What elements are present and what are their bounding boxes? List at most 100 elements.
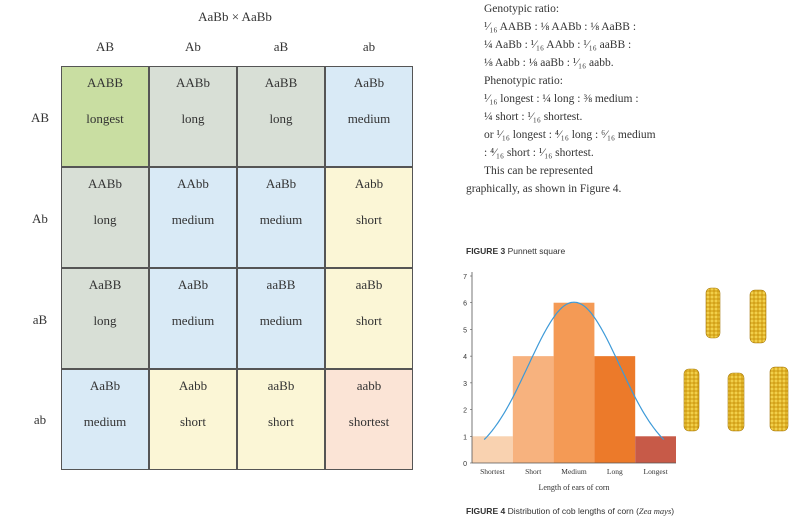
row-header-4: ab <box>33 412 47 427</box>
row-header-1: AB <box>30 110 50 125</box>
x-axis-title: Length of ears of corn <box>538 483 609 492</box>
bar-longest <box>635 436 676 463</box>
cell-phenotype: long <box>269 111 293 126</box>
x-tick-label: Shortest <box>480 467 506 476</box>
figure-3-caption: FIGURE 3 Punnett square <box>466 246 565 256</box>
bar-shortest <box>472 436 513 463</box>
y-tick-label: 0 <box>463 461 467 468</box>
cell-phenotype: medium <box>171 212 215 227</box>
phenotypic-line-4: : ⁴⁄₁₆ short : ¹⁄₁₆ shortest. <box>484 147 594 159</box>
cell-phenotype: long <box>181 111 205 126</box>
cross-title: AaBb × AaBb <box>198 9 272 24</box>
y-tick-label: 5 <box>463 327 467 334</box>
x-tick-label: Longest <box>644 467 669 476</box>
corn-cob-icon <box>749 289 767 344</box>
cell-phenotype: medium <box>259 212 303 227</box>
punnett-cell: aaBb short <box>237 369 325 470</box>
punnett-cell: AaBB long <box>237 66 325 167</box>
y-tick-label: 4 <box>463 354 467 361</box>
cell-phenotype: longest <box>86 111 124 126</box>
figure-3-label: FIGURE 3 <box>466 246 506 256</box>
cell-phenotype: short <box>356 212 382 227</box>
distribution-curve <box>483 301 665 441</box>
y-tick-label: 2 <box>463 408 467 415</box>
figure-4-label: FIGURE 4 <box>466 506 506 516</box>
represent-line-2: graphically, as shown in Figure 4. <box>466 183 622 195</box>
y-tick-label: 7 <box>463 274 467 281</box>
cell-genotype: AAbb <box>177 176 209 191</box>
punnett-cell: AABB longest <box>61 66 149 167</box>
cell-genotype: AaBb <box>265 176 297 191</box>
y-tick-label: 6 <box>463 301 467 308</box>
punnett-cell: AAbb medium <box>149 167 237 268</box>
figure-4-text-suffix: ) <box>671 506 675 516</box>
cell-genotype: aabb <box>356 378 382 393</box>
col-header-1: AB <box>95 39 115 54</box>
punnett-cell: Aabb short <box>149 369 237 470</box>
cell-phenotype: medium <box>347 111 391 126</box>
corn-cob-icon <box>727 372 745 432</box>
col-header-3: aB <box>273 39 289 54</box>
row-header-2: Ab <box>32 211 48 226</box>
x-tick-label: Medium <box>561 467 587 476</box>
col-header-4: ab <box>362 39 376 54</box>
cell-phenotype: medium <box>171 313 215 328</box>
genotypic-heading: Genotypic ratio: <box>484 3 560 15</box>
represent-line-1: This can be represented <box>484 165 593 177</box>
cell-genotype: aaBB <box>266 277 296 292</box>
corn-cob-icon <box>683 368 700 432</box>
punnett-square: AABB longest AABb long AaBB long AaBb medium AAB… <box>61 66 413 470</box>
bar-short <box>512 356 554 463</box>
cell-genotype: AABb <box>88 176 122 191</box>
punnett-cell: AaBB long <box>61 268 149 369</box>
punnett-cell: AaBb medium <box>325 66 413 167</box>
cell-phenotype: medium <box>259 313 303 328</box>
cell-genotype: aaBb <box>267 378 295 393</box>
cell-phenotype: medium <box>83 414 127 429</box>
cell-genotype: aaBb <box>355 277 383 292</box>
cell-genotype: AaBB <box>264 75 298 90</box>
punnett-cell: aaBB medium <box>237 268 325 369</box>
col-header-2: Ab <box>185 39 201 54</box>
cell-genotype: Aabb <box>178 378 208 393</box>
figure-4-caption: FIGURE 4 Distribution of cob lengths of … <box>466 506 674 516</box>
punnett-cell: AaBb medium <box>237 167 325 268</box>
cell-phenotype: shortest <box>348 414 390 429</box>
cell-genotype: AaBB <box>88 277 122 292</box>
genotypic-line-2: ¼ AaBb : ¹⁄₁₆ AAbb : ¹⁄₁₆ aaBB : <box>484 39 632 51</box>
cell-genotype: AABb <box>176 75 210 90</box>
cell-genotype: AaBb <box>89 378 121 393</box>
figure-4-species: Zea mays <box>638 506 672 516</box>
corn-cob-icon <box>769 366 789 432</box>
punnett-cell: aaBb short <box>325 268 413 369</box>
corn-cob-icon <box>705 287 721 339</box>
punnett-cell: AABb long <box>149 66 237 167</box>
punnett-cell: AaBb medium <box>149 268 237 369</box>
y-tick-label: 1 <box>463 434 467 441</box>
punnett-cell: Aabb short <box>325 167 413 268</box>
punnett-cell: aabb shortest <box>325 369 413 470</box>
corn-cobs-illustration <box>683 287 789 432</box>
cell-phenotype: short <box>356 313 382 328</box>
punnett-cell: AaBb medium <box>61 369 149 470</box>
cell-phenotype: short <box>268 414 294 429</box>
cell-genotype: AaBb <box>353 75 385 90</box>
x-tick-label: Short <box>525 467 542 476</box>
phenotypic-line-1: ¹⁄₁₆ longest : ¼ long : ⅜ medium : <box>484 93 639 105</box>
cell-phenotype: short <box>180 414 206 429</box>
y-tick-label: 3 <box>463 381 467 388</box>
phenotypic-line-3: or ¹⁄₁₆ longest : ⁴⁄₁₆ long : ⁶⁄₁₆ mediu… <box>484 129 656 141</box>
bar-long <box>594 356 636 463</box>
phenotypic-line-2: ¼ short : ¹⁄₁₆ shortest. <box>484 111 583 123</box>
phenotypic-heading: Phenotypic ratio: <box>484 75 563 87</box>
genotypic-line-3: ⅛ Aabb : ⅛ aaBb : ¹⁄₁₆ aabb. <box>484 57 614 69</box>
row-header-3: aB <box>32 312 48 327</box>
cell-genotype: AABB <box>86 75 124 90</box>
cell-genotype: Aabb <box>354 176 384 191</box>
bar-medium <box>553 302 595 463</box>
x-tick-label: Long <box>607 467 623 476</box>
cell-phenotype: long <box>93 212 117 227</box>
genotypic-line-1: ¹⁄₁₆ AABB : ⅛ AABb : ⅛ AaBB : <box>484 21 637 33</box>
cell-phenotype: long <box>93 313 117 328</box>
cell-genotype: AaBb <box>177 277 209 292</box>
